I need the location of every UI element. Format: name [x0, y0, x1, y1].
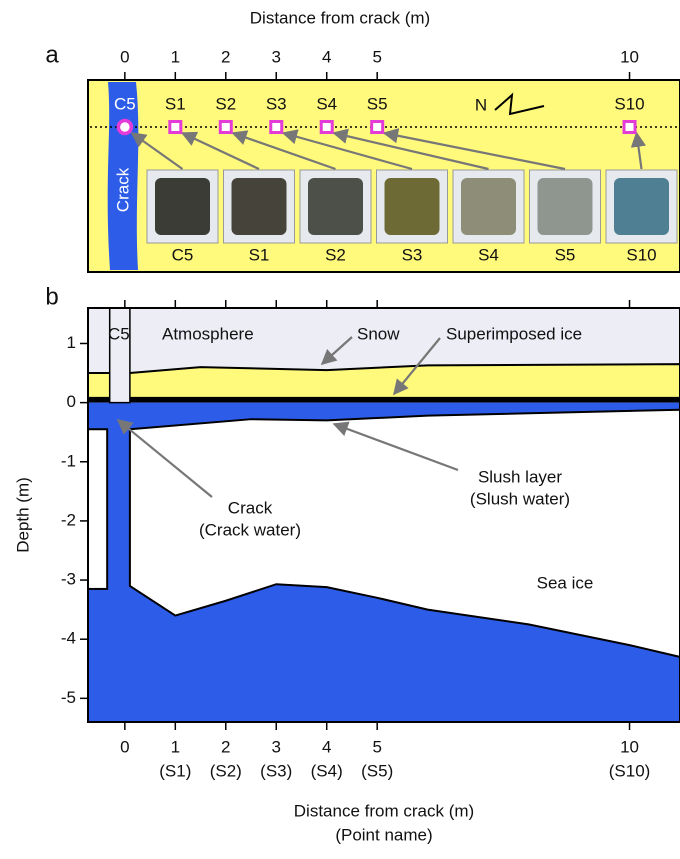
x-tick-label: 5	[372, 47, 381, 66]
dark-layer	[88, 398, 680, 403]
x-axis-subtitle: (Point name)	[335, 825, 432, 844]
x-tick-label: 5	[372, 737, 381, 756]
annotation: Sea ice	[537, 573, 594, 592]
photo	[385, 178, 440, 235]
figure: Distance from crack (m) a Crack N 0 1 2 3 4 5…	[0, 0, 680, 854]
annotation: C5	[108, 324, 130, 343]
x-tick-label: 2	[221, 47, 230, 66]
point-name: (S5)	[361, 761, 393, 780]
photo-label: S3	[402, 245, 423, 264]
photo-label: S5	[555, 245, 576, 264]
x-tick-label: 4	[322, 47, 331, 66]
panel-label: b	[45, 283, 58, 310]
photo-label: C5	[172, 245, 194, 264]
x-tick-label: 10	[620, 737, 639, 756]
x-tick-label: 1	[171, 737, 180, 756]
photo	[614, 178, 669, 235]
annotation: Atmosphere	[162, 324, 254, 343]
crack-gap	[110, 308, 130, 403]
photo-label: S1	[249, 245, 270, 264]
north-label: N	[475, 95, 487, 114]
photo	[232, 178, 287, 235]
x-tick-label: 1	[171, 47, 180, 66]
point-label: S10	[614, 94, 644, 113]
photo	[155, 178, 210, 235]
x-tick-label: 10	[620, 47, 639, 66]
y-axis-title: Depth (m)	[13, 477, 32, 553]
point-label: S4	[316, 94, 337, 113]
left-sea-ice	[88, 429, 107, 589]
x-axis-title: Distance from crack (m)	[294, 801, 474, 820]
annotation: Crack	[228, 498, 273, 517]
panel-a: Distance from crack (m) a Crack N 0 1 2 3 4 5…	[45, 8, 680, 272]
point-name: (S10)	[609, 761, 651, 780]
plot-area	[88, 308, 680, 722]
photo	[538, 178, 593, 235]
annotation: (Crack water)	[199, 520, 301, 539]
point-label: S1	[165, 94, 186, 113]
y-tick-label: -5	[61, 688, 76, 707]
x-tick-label: 2	[221, 737, 230, 756]
x-tick-label: 0	[120, 737, 129, 756]
point-marker	[271, 122, 282, 133]
x-tick-label: 0	[120, 47, 129, 66]
point-marker	[170, 122, 181, 133]
point-marker	[220, 122, 231, 133]
point-label: S5	[367, 94, 388, 113]
x-tick-label: 3	[272, 47, 281, 66]
point-name: (S2)	[210, 761, 242, 780]
point-marker	[372, 122, 383, 133]
point-name: (S1)	[159, 761, 191, 780]
annotation: Superimposed ice	[446, 324, 582, 343]
photo-label: S2	[325, 245, 346, 264]
crack-label: Crack	[113, 167, 132, 212]
photo	[308, 178, 363, 235]
axis-title: Distance from crack (m)	[250, 8, 430, 27]
y-tick-label: -1	[61, 451, 76, 470]
y-tick-label: 0	[67, 392, 76, 411]
annotation: Slush layer	[478, 467, 562, 486]
point-name: (S3)	[260, 761, 292, 780]
point-marker	[118, 121, 131, 134]
point-marker	[321, 122, 332, 133]
x-tick-label: 3	[272, 737, 281, 756]
y-tick-label: -2	[61, 510, 76, 529]
panel-b: b Depth (m) Distance from crack (m) (Poi…	[13, 283, 680, 844]
annotation: (Slush water)	[470, 489, 570, 508]
point-label: S3	[266, 94, 287, 113]
y-tick-label: 1	[67, 333, 76, 352]
superimposed-ice	[88, 364, 680, 398]
panel-label: a	[45, 41, 59, 68]
point-name: (S4)	[311, 761, 343, 780]
point-label: C5	[114, 94, 136, 113]
photo-label: S4	[478, 245, 499, 264]
photo-label: S10	[626, 245, 656, 264]
point-label: S2	[215, 94, 236, 113]
y-tick-label: -3	[61, 570, 76, 589]
annotation: Snow	[357, 324, 400, 343]
x-tick-label: 4	[322, 737, 331, 756]
photo	[461, 178, 516, 235]
point-marker	[624, 122, 635, 133]
y-tick-label: -4	[61, 629, 76, 648]
